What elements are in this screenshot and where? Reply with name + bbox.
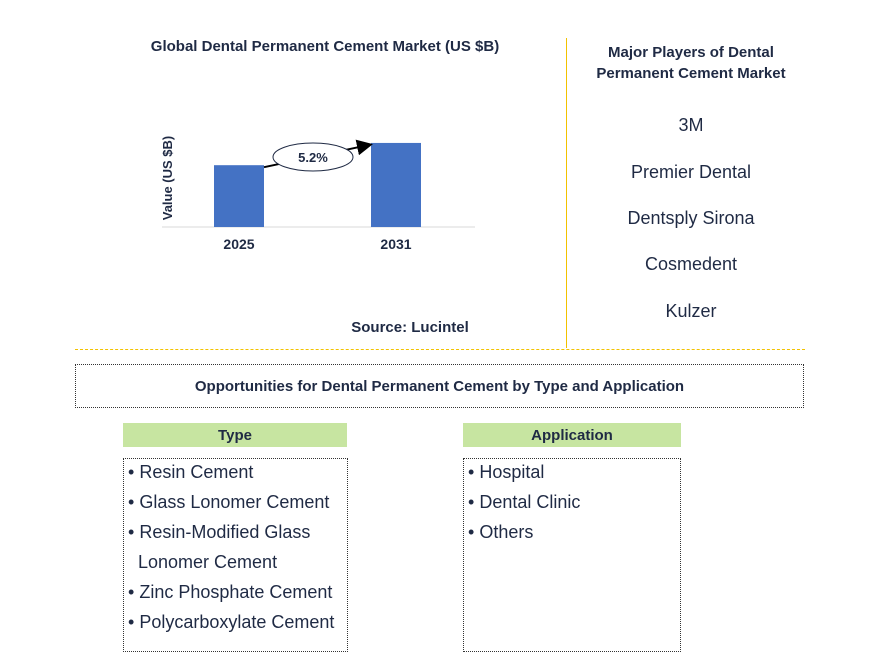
list-item: • Polycarboxylate Cement xyxy=(128,607,347,637)
opportunities-banner: Opportunities for Dental Permanent Cemen… xyxy=(75,364,804,408)
type-item: Glass Lonomer Cement xyxy=(139,492,330,512)
bullet: • xyxy=(128,612,135,632)
application-header: Application xyxy=(463,423,681,447)
bar-chart: Value (US $B) 2025 2031 5.2% xyxy=(160,136,475,252)
type-item: Resin Cement xyxy=(139,462,254,482)
players-title: Major Players of Dental Permanent Cement… xyxy=(575,42,807,84)
application-list: • Hospital • Dental Clinic • Others xyxy=(463,458,681,652)
player-item: 3M xyxy=(678,115,704,135)
type-header: Type xyxy=(123,423,347,447)
type-item: Resin-Modified Glass xyxy=(139,522,311,542)
application-header-label: Application xyxy=(531,426,613,444)
x-tick-label-2031: 2031 xyxy=(380,236,411,252)
x-tick-label-2025: 2025 xyxy=(223,236,254,252)
application-item: Others xyxy=(479,522,534,542)
type-header-label: Type xyxy=(218,426,252,444)
source-label: Source: Lucintel xyxy=(351,319,469,336)
players-title-line2: Permanent Cement Market xyxy=(596,65,786,82)
horizontal-divider xyxy=(75,349,805,350)
bullet: • xyxy=(468,462,475,482)
bullet: • xyxy=(128,462,135,482)
type-item: Polycarboxylate Cement xyxy=(139,612,335,632)
cagr-label: 5.2% xyxy=(298,150,328,165)
players-title-line1: Major Players of Dental xyxy=(608,44,774,61)
player-item: Dentsply Sirona xyxy=(627,208,755,228)
bullet: • xyxy=(468,522,475,542)
list-item: • Dental Clinic xyxy=(468,487,680,517)
bar-2031 xyxy=(371,142,421,227)
list-item: • Resin-Modified Glass xyxy=(128,517,347,547)
cagr-ellipse xyxy=(272,142,354,172)
chart-title: Global Dental Permanent Cement Market (U… xyxy=(150,38,500,55)
bullet: • xyxy=(128,582,135,602)
bar-2025 xyxy=(214,165,264,227)
vertical-divider xyxy=(566,38,567,348)
list-item: • Glass Lonomer Cement xyxy=(128,487,347,517)
type-item: Zinc Phosphate Cement xyxy=(139,582,333,602)
bullet: • xyxy=(468,492,475,512)
list-item: • Zinc Phosphate Cement xyxy=(128,577,347,607)
application-item: Dental Clinic xyxy=(479,492,581,512)
list-item-continuation: Lonomer Cement xyxy=(128,547,347,577)
list-item: • Resin Cement xyxy=(128,457,347,487)
type-list: • Resin Cement • Glass Lonomer Cement • … xyxy=(123,458,348,652)
y-axis-label: Value (US $B) xyxy=(160,136,175,221)
application-item: Hospital xyxy=(479,462,545,482)
list-item: • Others xyxy=(468,517,680,547)
player-item: Cosmedent xyxy=(644,254,738,274)
player-item: Premier Dental xyxy=(630,162,752,182)
bullet: • xyxy=(128,492,135,512)
bullet: • xyxy=(128,522,135,542)
type-item: Lonomer Cement xyxy=(138,552,278,572)
opportunities-title: Opportunities for Dental Permanent Cemen… xyxy=(194,377,685,395)
list-item: • Hospital xyxy=(468,457,680,487)
player-item: Kulzer xyxy=(665,301,717,321)
